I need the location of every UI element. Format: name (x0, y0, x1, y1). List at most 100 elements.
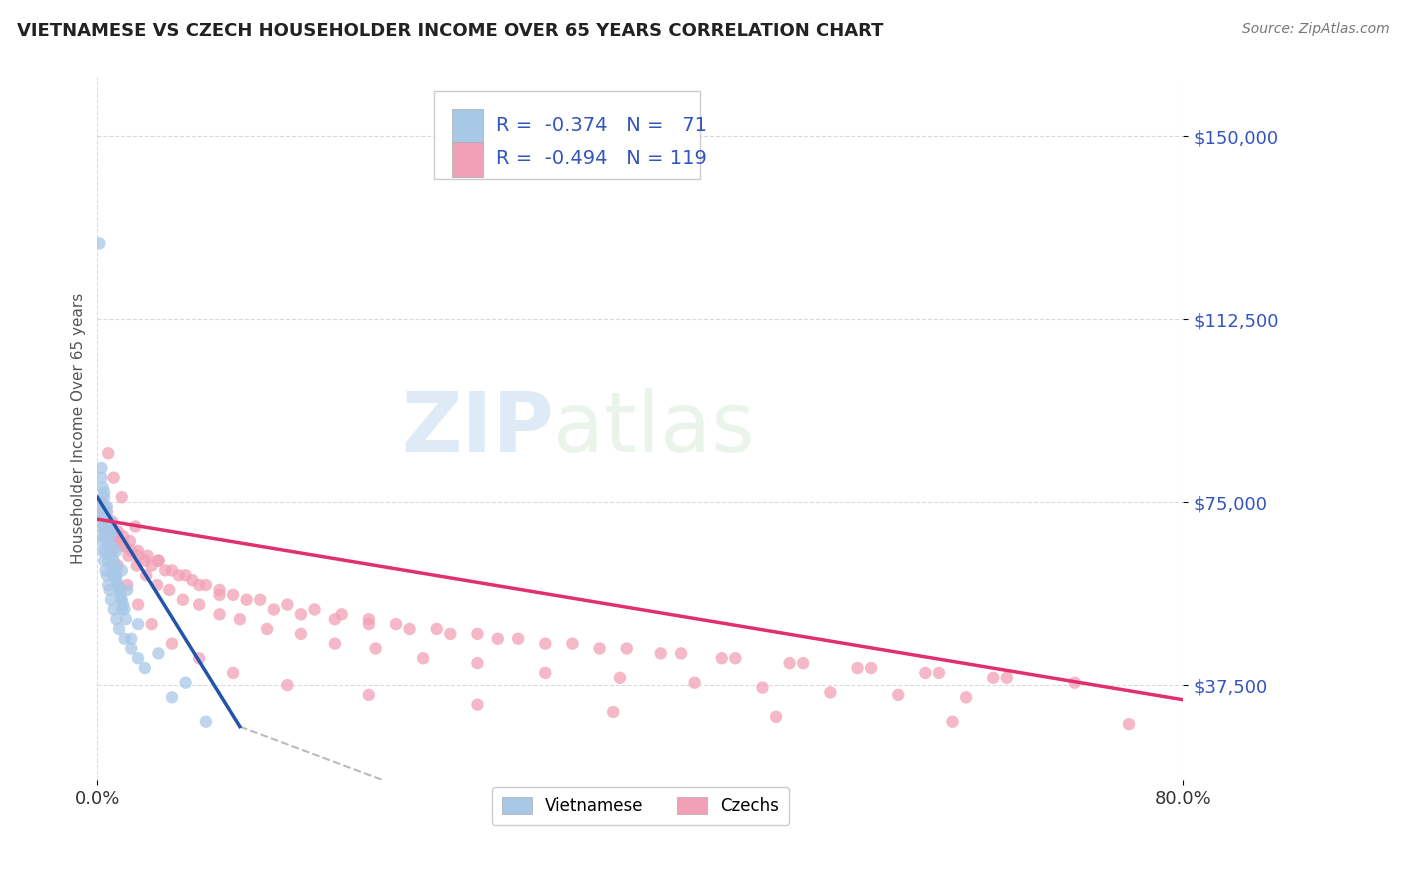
Point (101, 524, 124, 539)
Point (108, 622, 131, 636)
Point (103, 554, 125, 568)
Point (820, 685, 842, 699)
Point (101, 515, 124, 529)
Point (208, 582, 231, 597)
Text: ZIP: ZIP (401, 388, 554, 469)
Point (96, 505, 118, 519)
Point (765, 710, 787, 724)
Point (534, 665, 557, 680)
Point (97, 519, 120, 533)
Point (112, 598, 135, 612)
Point (398, 622, 420, 636)
Point (941, 714, 963, 729)
Point (134, 661, 156, 675)
Point (981, 671, 1004, 685)
Point (89, 236, 111, 251)
Point (112, 529, 135, 543)
Point (108, 582, 131, 597)
Point (91, 529, 114, 543)
Point (290, 627, 312, 641)
Point (188, 578, 211, 592)
Point (148, 647, 170, 661)
Point (669, 647, 692, 661)
Point (467, 698, 489, 712)
Point (357, 688, 380, 702)
Point (779, 656, 801, 670)
Point (588, 641, 610, 656)
Point (111, 539, 134, 553)
Point (141, 558, 163, 573)
Point (136, 549, 159, 563)
Point (120, 641, 142, 656)
Point (91, 480, 114, 494)
Point (602, 705, 624, 719)
Point (222, 588, 245, 602)
Point (208, 588, 231, 602)
Point (955, 690, 977, 705)
Point (103, 471, 125, 485)
Point (90, 505, 112, 519)
Legend: Vietnamese, Czechs: Vietnamese, Czechs (492, 787, 789, 825)
Point (120, 632, 142, 646)
Point (467, 656, 489, 670)
Point (134, 554, 156, 568)
Point (114, 632, 136, 646)
Point (792, 656, 814, 670)
Point (127, 598, 149, 612)
Point (616, 641, 638, 656)
Point (93, 509, 115, 524)
Point (96, 568, 118, 582)
Point (107, 558, 129, 573)
Point (751, 681, 773, 695)
Point (97, 515, 120, 529)
Point (330, 607, 353, 622)
Point (91, 505, 114, 519)
Point (100, 524, 122, 539)
Point (174, 568, 197, 582)
Point (96, 509, 118, 524)
Point (105, 612, 128, 626)
Point (304, 602, 326, 616)
Point (110, 592, 132, 607)
Point (127, 549, 149, 563)
Point (724, 651, 747, 665)
Point (100, 544, 122, 558)
Point (93, 490, 115, 504)
Point (100, 539, 122, 553)
Point (323, 637, 346, 651)
Point (887, 688, 910, 702)
Point (364, 641, 387, 656)
Point (94, 500, 117, 514)
Point (98, 539, 121, 553)
Point (104, 563, 127, 577)
Point (846, 661, 869, 675)
Point (534, 637, 557, 651)
Point (110, 588, 132, 602)
Point (181, 573, 204, 587)
Point (90, 534, 112, 549)
Point (90, 471, 112, 485)
Point (104, 529, 127, 543)
Point (174, 675, 197, 690)
Point (385, 617, 408, 632)
Point (276, 598, 298, 612)
Point (94, 544, 117, 558)
Point (104, 558, 127, 573)
Point (91, 495, 114, 509)
Point (107, 578, 129, 592)
Point (93, 485, 115, 500)
Point (194, 714, 217, 729)
Point (103, 568, 125, 582)
FancyBboxPatch shape (453, 109, 482, 145)
Point (111, 592, 134, 607)
Point (194, 578, 217, 592)
Point (222, 665, 245, 680)
Point (94, 563, 117, 577)
Point (94, 524, 117, 539)
Point (93, 519, 115, 533)
Point (111, 490, 134, 504)
Point (115, 582, 138, 597)
Point (94, 529, 117, 543)
Text: R =  -0.374   N =   71: R = -0.374 N = 71 (496, 116, 707, 135)
Point (146, 578, 169, 592)
